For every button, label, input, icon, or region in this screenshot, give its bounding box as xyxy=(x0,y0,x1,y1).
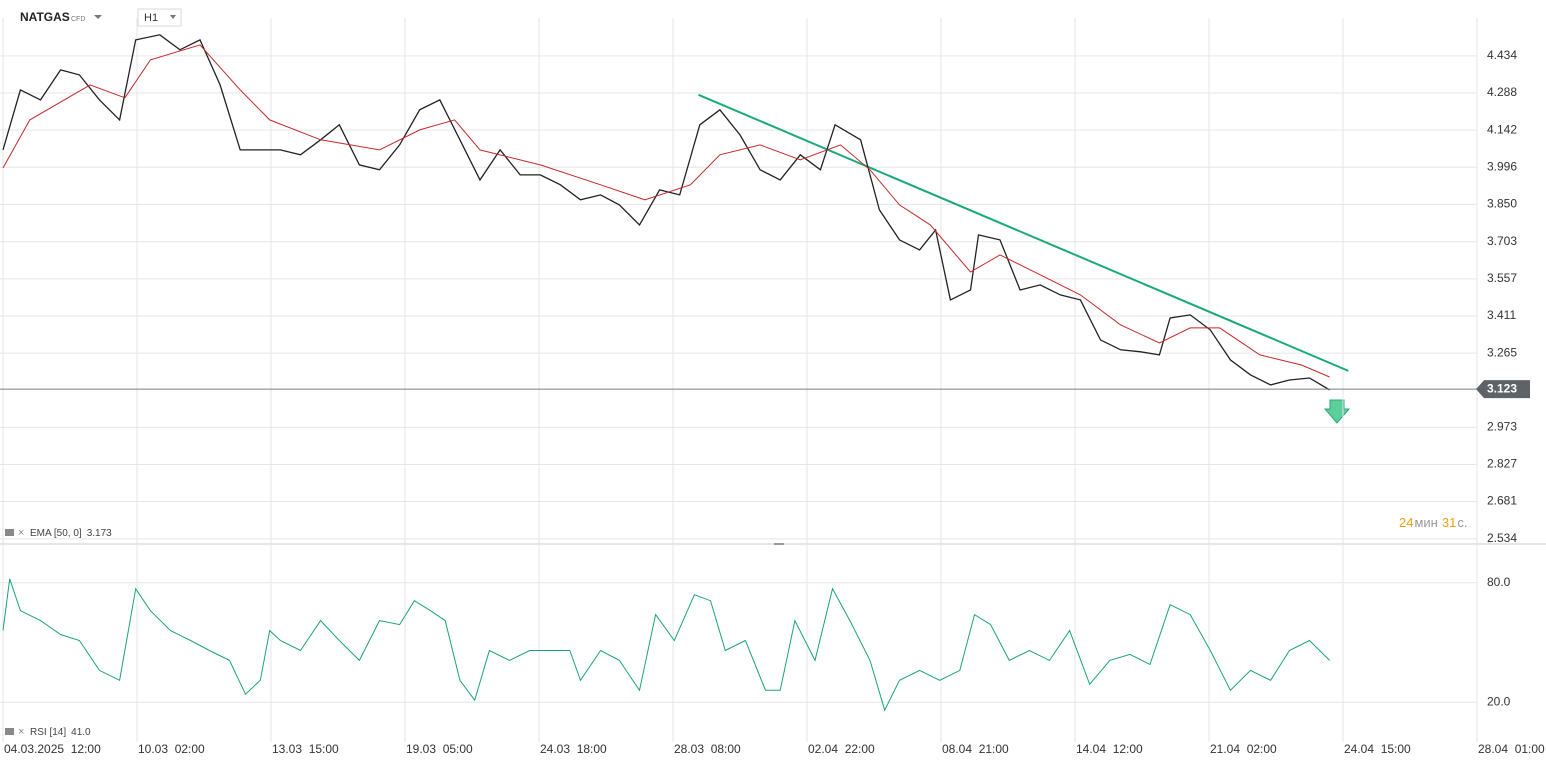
y-tick-label: 3.996 xyxy=(1487,159,1517,173)
panel-handle xyxy=(774,543,784,545)
x-tick-label: 08.04 21:00 xyxy=(942,742,1009,756)
legend-close: × xyxy=(18,726,24,738)
x-tick-label: 28.04 01:00 xyxy=(1478,742,1545,756)
legend-name: RSI [14] xyxy=(30,727,66,738)
countdown-min-label: мин xyxy=(1414,515,1437,530)
y-tick-label: 2.973 xyxy=(1487,419,1517,433)
timeframe-box[interactable] xyxy=(137,8,182,27)
y-tick-label: 2.681 xyxy=(1487,494,1517,508)
current-price-label: 3.123 xyxy=(1487,381,1517,395)
y-tick-label: 3.703 xyxy=(1487,234,1517,248)
countdown: 24мин 31с. xyxy=(1399,515,1467,530)
x-tick-label: 10.03 02:00 xyxy=(138,742,205,756)
instrument-dropdown[interactable] xyxy=(94,15,102,19)
y-tick-label: 3.557 xyxy=(1487,271,1517,285)
x-tick-label: 21.04 02:00 xyxy=(1210,742,1277,756)
y-tick-label: 4.434 xyxy=(1487,48,1517,62)
y-tick-label: 2.827 xyxy=(1487,457,1517,471)
y-tick-label: 4.288 xyxy=(1487,85,1517,99)
x-tick-label: 02.04 22:00 xyxy=(808,742,875,756)
x-tick-label: 24.03 18:00 xyxy=(540,742,607,756)
y-tick-label: 80.0 xyxy=(1487,575,1511,589)
y-tick-label: 3.411 xyxy=(1487,308,1516,322)
y-tick-label: 3.265 xyxy=(1487,345,1517,359)
legend-value: 3.173 xyxy=(87,528,112,539)
current-price-box xyxy=(1476,380,1530,399)
y-tick-label: 2.534 xyxy=(1487,531,1517,545)
grid-layer xyxy=(0,18,1478,742)
y-tick-label: 20.0 xyxy=(1487,694,1511,708)
y-tick-label: 3.850 xyxy=(1487,197,1517,211)
y-tick-label: 4.142 xyxy=(1487,122,1517,136)
legend-icon xyxy=(5,728,14,735)
x-tick-label: 13.03 15:00 xyxy=(272,742,339,756)
legend-name: EMA [50, 0] xyxy=(30,528,82,539)
x-tick-label: 24.04 15:00 xyxy=(1344,742,1411,756)
data-layer xyxy=(2,34,1349,712)
series-line xyxy=(2,34,1330,391)
x-tick-label: 28.03 08:00 xyxy=(674,742,741,756)
instrument-type: CFD xyxy=(71,16,85,23)
x-tick-label: 19.03 05:00 xyxy=(406,742,473,756)
timeframe[interactable]: H1 xyxy=(144,12,158,24)
countdown-minutes: 24 xyxy=(1399,515,1413,530)
legend-icon xyxy=(5,529,14,536)
trendline xyxy=(698,93,1349,372)
legend-close: × xyxy=(18,527,24,539)
legend-entry: RSI [14] 41.0 xyxy=(30,727,91,738)
countdown-sec-label: с. xyxy=(1457,515,1467,530)
x-tick-label: 14.04 12:00 xyxy=(1076,742,1143,756)
countdown-seconds: 31 xyxy=(1442,515,1456,530)
timeframe-dropdown[interactable] xyxy=(170,15,176,19)
series-line xyxy=(2,44,1330,378)
legend-value: 41.0 xyxy=(71,727,91,738)
x-tick-label: 04.03.2025 12:00 xyxy=(4,742,101,756)
series-line xyxy=(2,578,1330,712)
instrument-title[interactable]: NATGAS xyxy=(20,10,70,24)
legend-entry: EMA [50, 0] 3.173 xyxy=(30,528,112,539)
